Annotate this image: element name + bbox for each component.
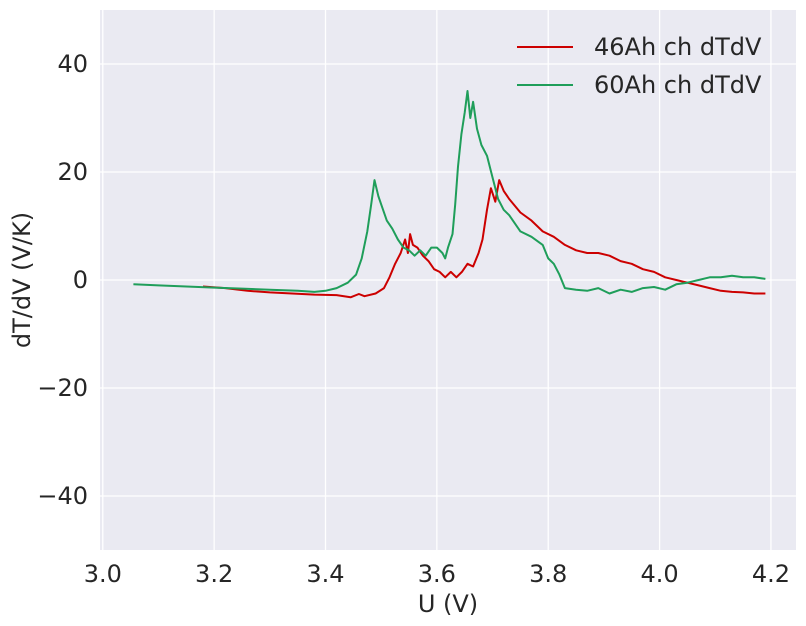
x-tick-labels: 3.0 3.2 3.4 3.6 3.8 4.0 4.2: [84, 560, 790, 588]
x-tick-label: 3.6: [418, 560, 456, 588]
y-axis-label: dT/dV (V/K): [8, 212, 36, 348]
x-tick-label: 3.4: [306, 560, 344, 588]
x-axis-label: U (V): [418, 590, 478, 618]
series-layer: [133, 90, 766, 299]
y-tick-label: 40: [57, 50, 88, 78]
x-tick-label: 3.2: [195, 560, 233, 588]
legend-label-2: 60Ah ch dTdV: [594, 71, 762, 99]
y-tick-label: 20: [57, 158, 88, 186]
series-line-1: [202, 179, 766, 299]
y-tick-label: 0: [73, 266, 88, 294]
x-tick-label: 4.0: [640, 560, 678, 588]
legend: 46Ah ch dTdV 60Ah ch dTdV: [517, 33, 762, 99]
x-tick-label: 4.2: [752, 560, 790, 588]
y-tick-label: −20: [37, 374, 88, 402]
x-tick-label: 3.0: [84, 560, 122, 588]
y-tick-label: −40: [37, 482, 88, 510]
x-tick-label: 3.8: [529, 560, 567, 588]
series-line-2: [133, 90, 766, 295]
legend-label-1: 46Ah ch dTdV: [594, 33, 762, 61]
y-tick-labels: −40 −20 0 20 40: [37, 50, 88, 510]
